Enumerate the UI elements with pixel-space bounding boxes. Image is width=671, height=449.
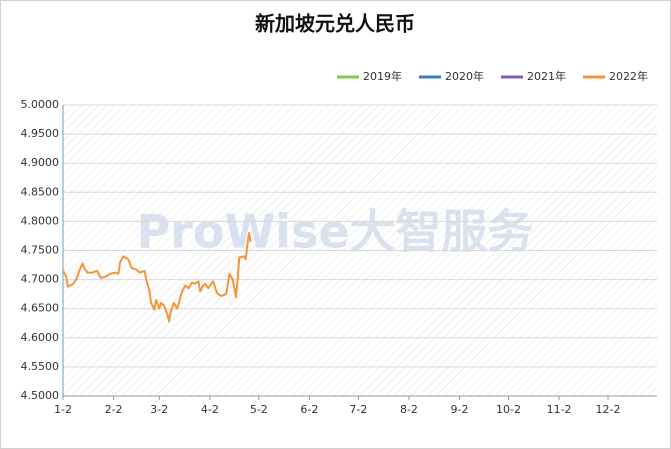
- y-tick-label: 4.5500: [21, 360, 60, 373]
- legend-label: 2020年: [445, 69, 484, 83]
- x-tick-label: 6-2: [300, 403, 318, 416]
- series-line: [62, 232, 252, 323]
- y-tick-label: 4.7500: [21, 244, 60, 257]
- y-tick-label: 4.6000: [21, 331, 60, 344]
- y-tick-label: 5.0000: [21, 98, 60, 111]
- y-tick-label: 4.8000: [21, 214, 60, 227]
- legend-label: 2019年: [363, 69, 402, 83]
- y-tick-label: 4.9000: [21, 156, 60, 169]
- y-tick-label: 4.5000: [21, 389, 60, 402]
- x-tick-label: 11-2: [547, 403, 572, 416]
- x-tick-label: 5-2: [250, 403, 268, 416]
- x-tick-label: 9-2: [451, 403, 469, 416]
- y-tick-label: 4.7000: [21, 273, 60, 286]
- legend-label: 2022年: [609, 69, 648, 83]
- x-tick-label: 8-2: [400, 403, 418, 416]
- x-tick-label: 4-2: [201, 403, 219, 416]
- watermark: ProWise大智服务: [136, 205, 533, 259]
- x-tick-label: 1-2: [54, 403, 72, 416]
- x-tick-label: 10-2: [496, 403, 521, 416]
- x-tick-label: 12-2: [596, 403, 621, 416]
- y-tick-label: 4.8500: [21, 185, 60, 198]
- legend-label: 2021年: [527, 69, 566, 83]
- y-tick-label: 4.9500: [21, 127, 60, 140]
- x-tick-label: 3-2: [150, 403, 168, 416]
- chart-title: 新加坡元兑人民币: [255, 12, 415, 36]
- x-tick-label: 7-2: [349, 403, 367, 416]
- x-tick-label: 2-2: [105, 403, 123, 416]
- y-tick-label: 4.6500: [21, 302, 60, 315]
